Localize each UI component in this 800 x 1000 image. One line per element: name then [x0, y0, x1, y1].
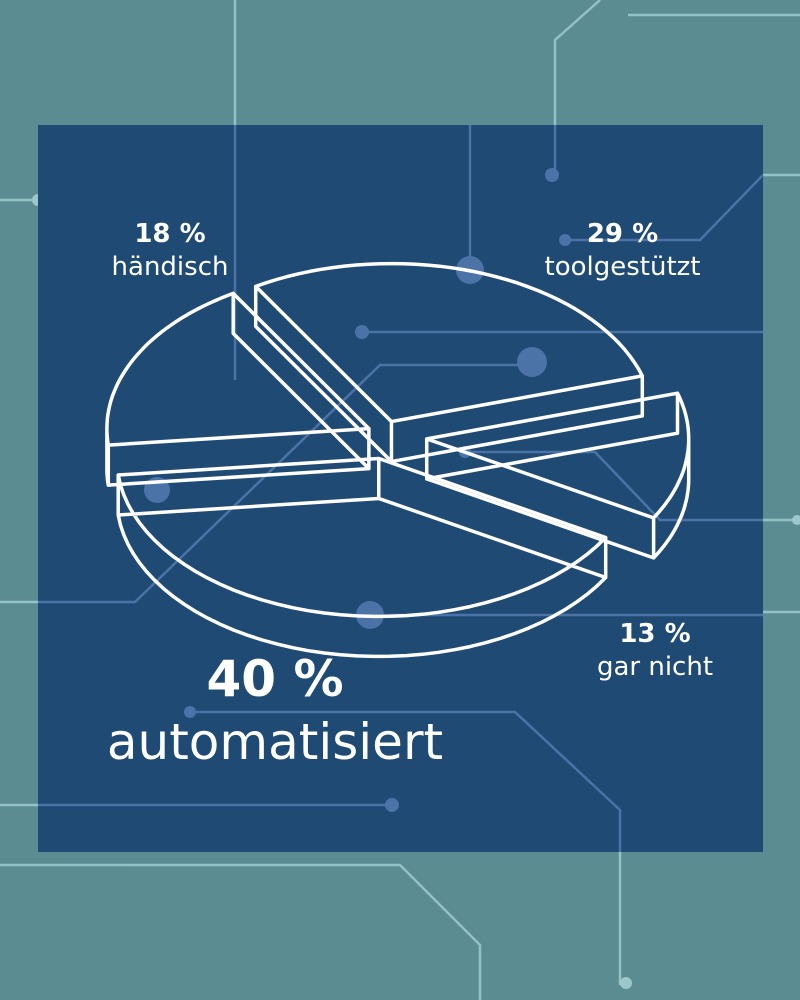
- label-haendisch-name: händisch: [111, 251, 229, 282]
- label-toolgestuetzt-value: 29 %: [586, 219, 659, 249]
- label-haendisch-value: 18 %: [134, 219, 206, 249]
- label-haendisch: 18 % händisch: [70, 218, 270, 283]
- label-toolgestuetzt-name: toolgestützt: [544, 251, 701, 282]
- label-toolgestuetzt: 29 % toolgestützt: [515, 218, 730, 283]
- label-gar-nicht-name: gar nicht: [596, 651, 714, 682]
- label-automatisiert-name: automatisiert: [106, 712, 444, 771]
- label-automatisiert-value: 40 %: [206, 650, 344, 708]
- slice-haendisch: [105, 291, 371, 487]
- slice-gar-nicht: [424, 391, 691, 560]
- slice-automatisiert: [116, 456, 608, 659]
- panel-circuit-nodes: [144, 168, 571, 812]
- pie-chart: [105, 261, 691, 659]
- label-gar-nicht: 13 % gar nicht: [555, 618, 755, 683]
- slice-toolgestuetzt: [253, 261, 645, 464]
- label-automatisiert: 40 % automatisiert: [60, 648, 490, 773]
- label-gar-nicht-value: 13 %: [619, 619, 691, 649]
